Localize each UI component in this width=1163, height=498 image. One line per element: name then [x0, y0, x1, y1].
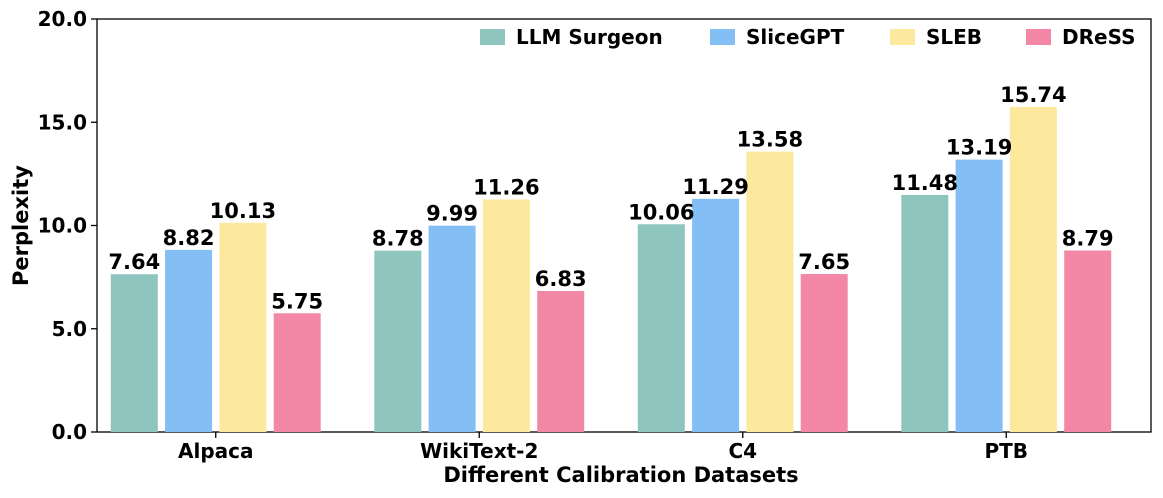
legend-swatch — [890, 29, 915, 45]
bar-slicegpt-ptb — [955, 159, 1003, 432]
bar-llm-surgeon-ptb — [901, 194, 949, 432]
data-label: 8.78 — [372, 227, 424, 251]
data-label: 6.83 — [535, 267, 587, 291]
x-tick-label: WikiText-2 — [420, 439, 538, 463]
data-labels-layer: 7.648.8210.135.758.789.9911.266.8310.061… — [108, 83, 1113, 313]
x-tick-label: C4 — [728, 439, 757, 463]
data-label: 8.79 — [1062, 226, 1114, 250]
y-tick-label: 10.0 — [38, 214, 87, 238]
bar-slicegpt-alpaca — [165, 249, 213, 432]
bar-llm-surgeon-c4 — [637, 224, 685, 432]
data-label: 7.65 — [798, 250, 850, 274]
data-label: 13.19 — [946, 136, 1012, 160]
bar-slicegpt-wikitext-2 — [428, 225, 476, 432]
y-tick-label: 20.0 — [38, 7, 87, 31]
legend-label: LLM Surgeon — [516, 25, 663, 49]
legend: LLM Surgeon SliceGPT SLEB DReSS — [480, 25, 1135, 49]
y-axis-title: Perplexity — [9, 165, 33, 286]
axes-layer: 0.0 5.0 10.0 15.0 20.0 Alpaca WikiText-2 C4 PTB — [38, 7, 1152, 463]
data-label: 7.64 — [108, 250, 160, 274]
legend-swatch — [710, 29, 735, 45]
legend-label: DReSS — [1062, 25, 1135, 49]
legend-swatch — [480, 29, 505, 45]
plot-frame — [96, 18, 1152, 433]
x-tick-label: PTB — [984, 439, 1028, 463]
y-tick-label: 0.0 — [52, 420, 87, 444]
bar-llm-surgeon-alpaca — [110, 274, 158, 432]
data-label: 9.99 — [426, 202, 478, 226]
bar-llm-surgeon-wikitext-2 — [374, 250, 422, 432]
data-label: 10.13 — [210, 199, 276, 223]
bar-sleb-c4 — [746, 151, 794, 432]
legend-swatch — [1026, 29, 1051, 45]
data-label: 15.74 — [1000, 83, 1066, 107]
legend-label: SLEB — [926, 25, 982, 49]
legend-label: SliceGPT — [746, 25, 845, 49]
x-tick-label: Alpaca — [178, 439, 254, 463]
data-label: 8.82 — [163, 226, 215, 250]
data-label: 5.75 — [271, 289, 323, 313]
data-label: 11.48 — [892, 171, 958, 195]
bar-dress-wikitext-2 — [537, 290, 585, 432]
bar-dress-c4 — [800, 274, 848, 432]
bar-sleb-ptb — [1009, 106, 1057, 433]
x-axis-title: Different Calibration Datasets — [443, 463, 798, 487]
bar-sleb-wikitext-2 — [482, 199, 530, 432]
bars-layer — [110, 106, 1112, 433]
data-label: 10.06 — [628, 200, 694, 224]
bar-sleb-alpaca — [219, 222, 267, 432]
y-tick-label: 15.0 — [38, 110, 87, 134]
data-label: 13.58 — [737, 128, 803, 152]
bar-dress-alpaca — [273, 313, 321, 432]
data-label: 11.29 — [682, 175, 748, 199]
y-tick-label: 5.0 — [52, 317, 87, 341]
bar-slicegpt-c4 — [692, 198, 740, 432]
bar-dress-ptb — [1064, 250, 1112, 432]
data-label: 11.26 — [473, 175, 539, 199]
